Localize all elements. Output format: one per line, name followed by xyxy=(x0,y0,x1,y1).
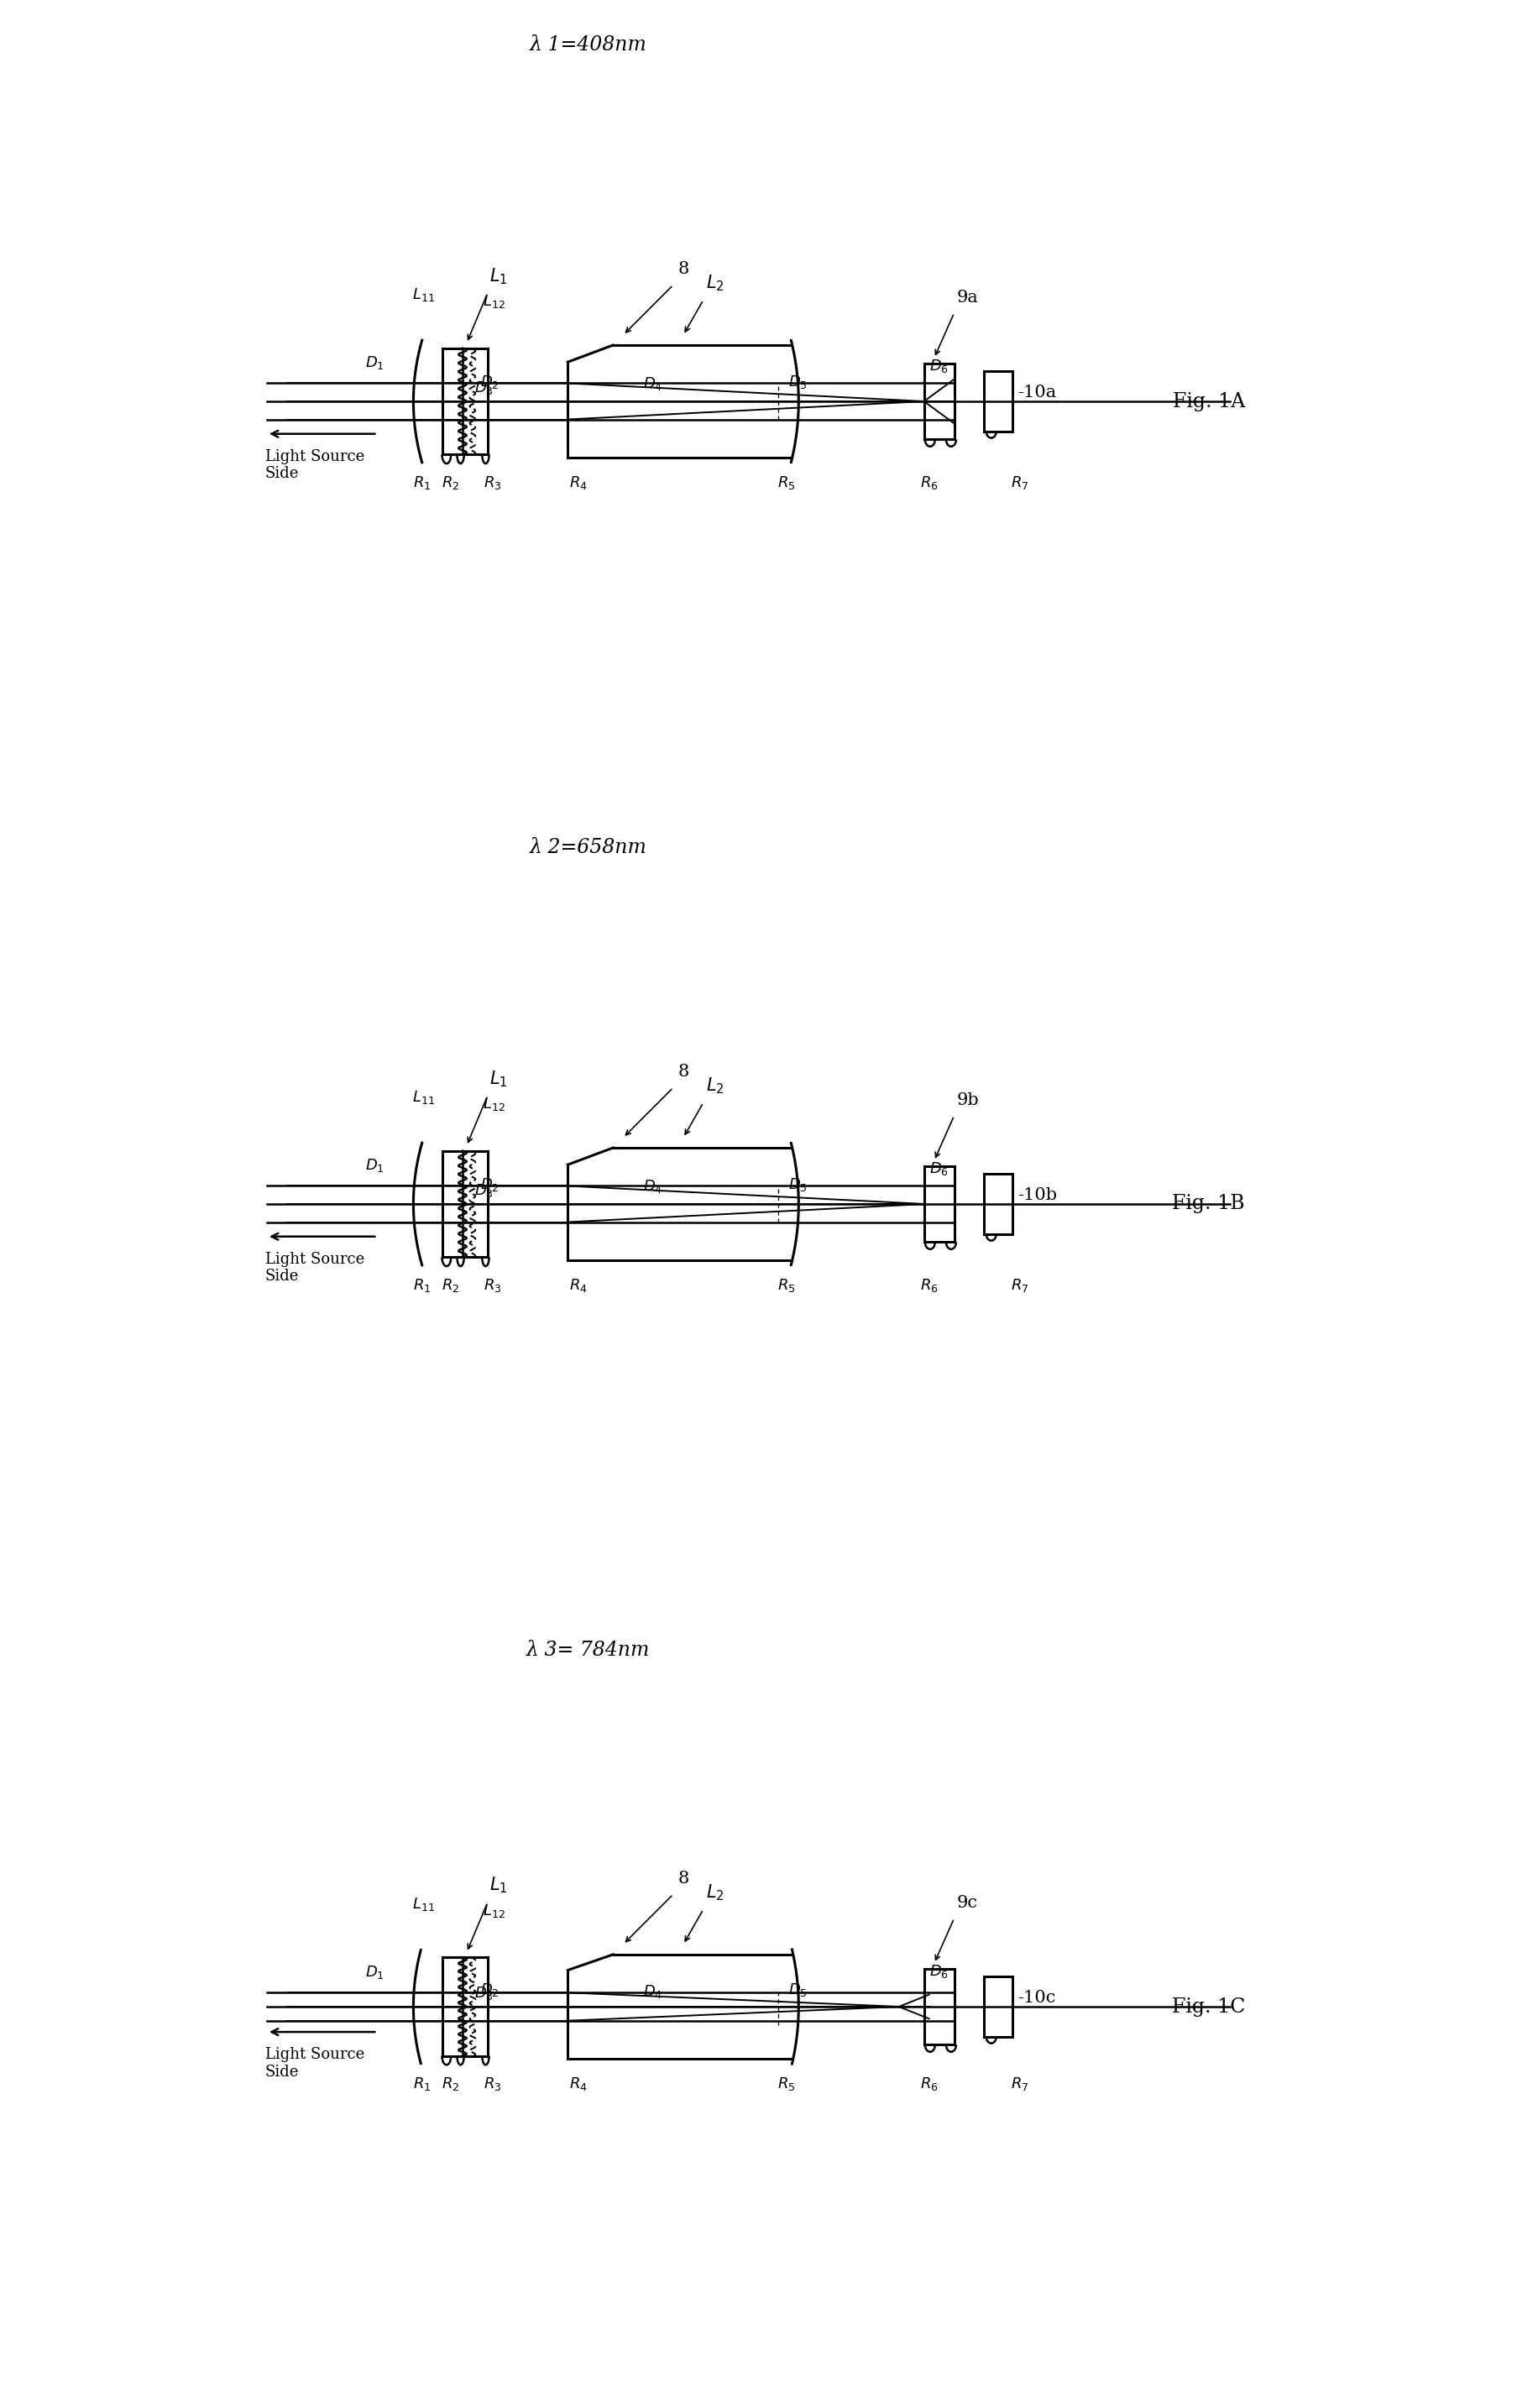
Text: 8: 8 xyxy=(678,1064,689,1079)
Text: $D_3$: $D_3$ xyxy=(475,380,493,397)
Text: $L_2$: $L_2$ xyxy=(707,1076,725,1096)
Text: 9c: 9c xyxy=(957,1895,978,1912)
Text: -10c: -10c xyxy=(1018,1989,1056,2006)
Text: $L_2$: $L_2$ xyxy=(707,1883,725,1902)
Text: $D_2$: $D_2$ xyxy=(481,1982,499,1999)
Text: $D_1$: $D_1$ xyxy=(366,1965,384,1979)
Text: $R_2$: $R_2$ xyxy=(441,474,460,491)
Text: $D_4$: $D_4$ xyxy=(643,1982,663,1999)
Text: $D_3$: $D_3$ xyxy=(475,1182,493,1199)
Text: $R_3$: $R_3$ xyxy=(484,2076,502,2093)
Text: $D_5$: $D_5$ xyxy=(789,1982,807,1999)
Text: $R_3$: $R_3$ xyxy=(484,1276,502,1293)
Text: $R_2$: $R_2$ xyxy=(441,1276,460,1293)
Text: $D_1$: $D_1$ xyxy=(366,1158,384,1173)
Text: Light Source
Side: Light Source Side xyxy=(265,2047,364,2081)
Text: $R_5$: $R_5$ xyxy=(778,474,795,491)
Text: $R_4$: $R_4$ xyxy=(569,2076,587,2093)
Text: $L_{12}$: $L_{12}$ xyxy=(482,1902,505,1919)
Text: $D_3$: $D_3$ xyxy=(475,1984,493,2001)
Text: Light Source
Side: Light Source Side xyxy=(265,448,364,482)
Text: $L_{11}$: $L_{11}$ xyxy=(411,1895,434,1912)
Text: $D_2$: $D_2$ xyxy=(481,373,499,390)
Text: $D_5$: $D_5$ xyxy=(789,373,807,390)
Text: $R_6$: $R_6$ xyxy=(919,2076,938,2093)
Text: $R_7$: $R_7$ xyxy=(1010,2076,1029,2093)
Text: $D_6$: $D_6$ xyxy=(928,1161,948,1178)
Text: $R_5$: $R_5$ xyxy=(778,2076,795,2093)
Text: $R_4$: $R_4$ xyxy=(569,1276,587,1293)
Text: $D_1$: $D_1$ xyxy=(366,354,384,371)
Text: $R_1$: $R_1$ xyxy=(414,2076,431,2093)
Text: $D_6$: $D_6$ xyxy=(928,359,948,376)
Text: λ 2=658nm: λ 2=658nm xyxy=(529,838,646,857)
Text: λ 1=408nm: λ 1=408nm xyxy=(529,36,646,55)
Text: $L_1$: $L_1$ xyxy=(490,267,508,287)
Text: $R_3$: $R_3$ xyxy=(484,474,502,491)
Text: $R_5$: $R_5$ xyxy=(778,1276,795,1293)
Text: -10b: -10b xyxy=(1018,1187,1057,1204)
Text: $R_4$: $R_4$ xyxy=(569,474,587,491)
Text: $R_2$: $R_2$ xyxy=(441,2076,460,2093)
Text: $D_4$: $D_4$ xyxy=(643,1178,663,1194)
Text: Fig. 1A: Fig. 1A xyxy=(1173,393,1245,412)
Text: $R_1$: $R_1$ xyxy=(414,1276,431,1293)
Text: $D_2$: $D_2$ xyxy=(481,1178,499,1192)
Text: 9a: 9a xyxy=(957,289,978,306)
Text: $L_{11}$: $L_{11}$ xyxy=(411,287,434,303)
Text: $R_6$: $R_6$ xyxy=(919,1276,938,1293)
Text: 8: 8 xyxy=(678,1871,689,1885)
Text: $R_7$: $R_7$ xyxy=(1010,474,1029,491)
Text: 9b: 9b xyxy=(957,1093,980,1108)
Text: $D_6$: $D_6$ xyxy=(928,1963,948,1979)
Text: $L_1$: $L_1$ xyxy=(490,1876,508,1895)
Text: Light Source
Side: Light Source Side xyxy=(265,1252,364,1283)
Text: -10a: -10a xyxy=(1018,385,1056,400)
Text: $R_1$: $R_1$ xyxy=(414,474,431,491)
Text: 8: 8 xyxy=(678,260,689,277)
Text: Fig. 1B: Fig. 1B xyxy=(1173,1194,1245,1214)
Text: $L_{12}$: $L_{12}$ xyxy=(482,1096,505,1112)
Text: $D_5$: $D_5$ xyxy=(789,1178,807,1192)
Text: $L_{12}$: $L_{12}$ xyxy=(482,294,505,311)
Text: $L_{11}$: $L_{11}$ xyxy=(411,1088,434,1105)
Text: $R_7$: $R_7$ xyxy=(1010,1276,1029,1293)
Text: $R_6$: $R_6$ xyxy=(919,474,938,491)
Text: Fig. 1C: Fig. 1C xyxy=(1171,1996,1245,2015)
Text: λ 3= 784nm: λ 3= 784nm xyxy=(526,1640,649,1659)
Text: $D_4$: $D_4$ xyxy=(643,376,663,393)
Text: $L_1$: $L_1$ xyxy=(490,1069,508,1088)
Text: $L_2$: $L_2$ xyxy=(707,272,725,294)
